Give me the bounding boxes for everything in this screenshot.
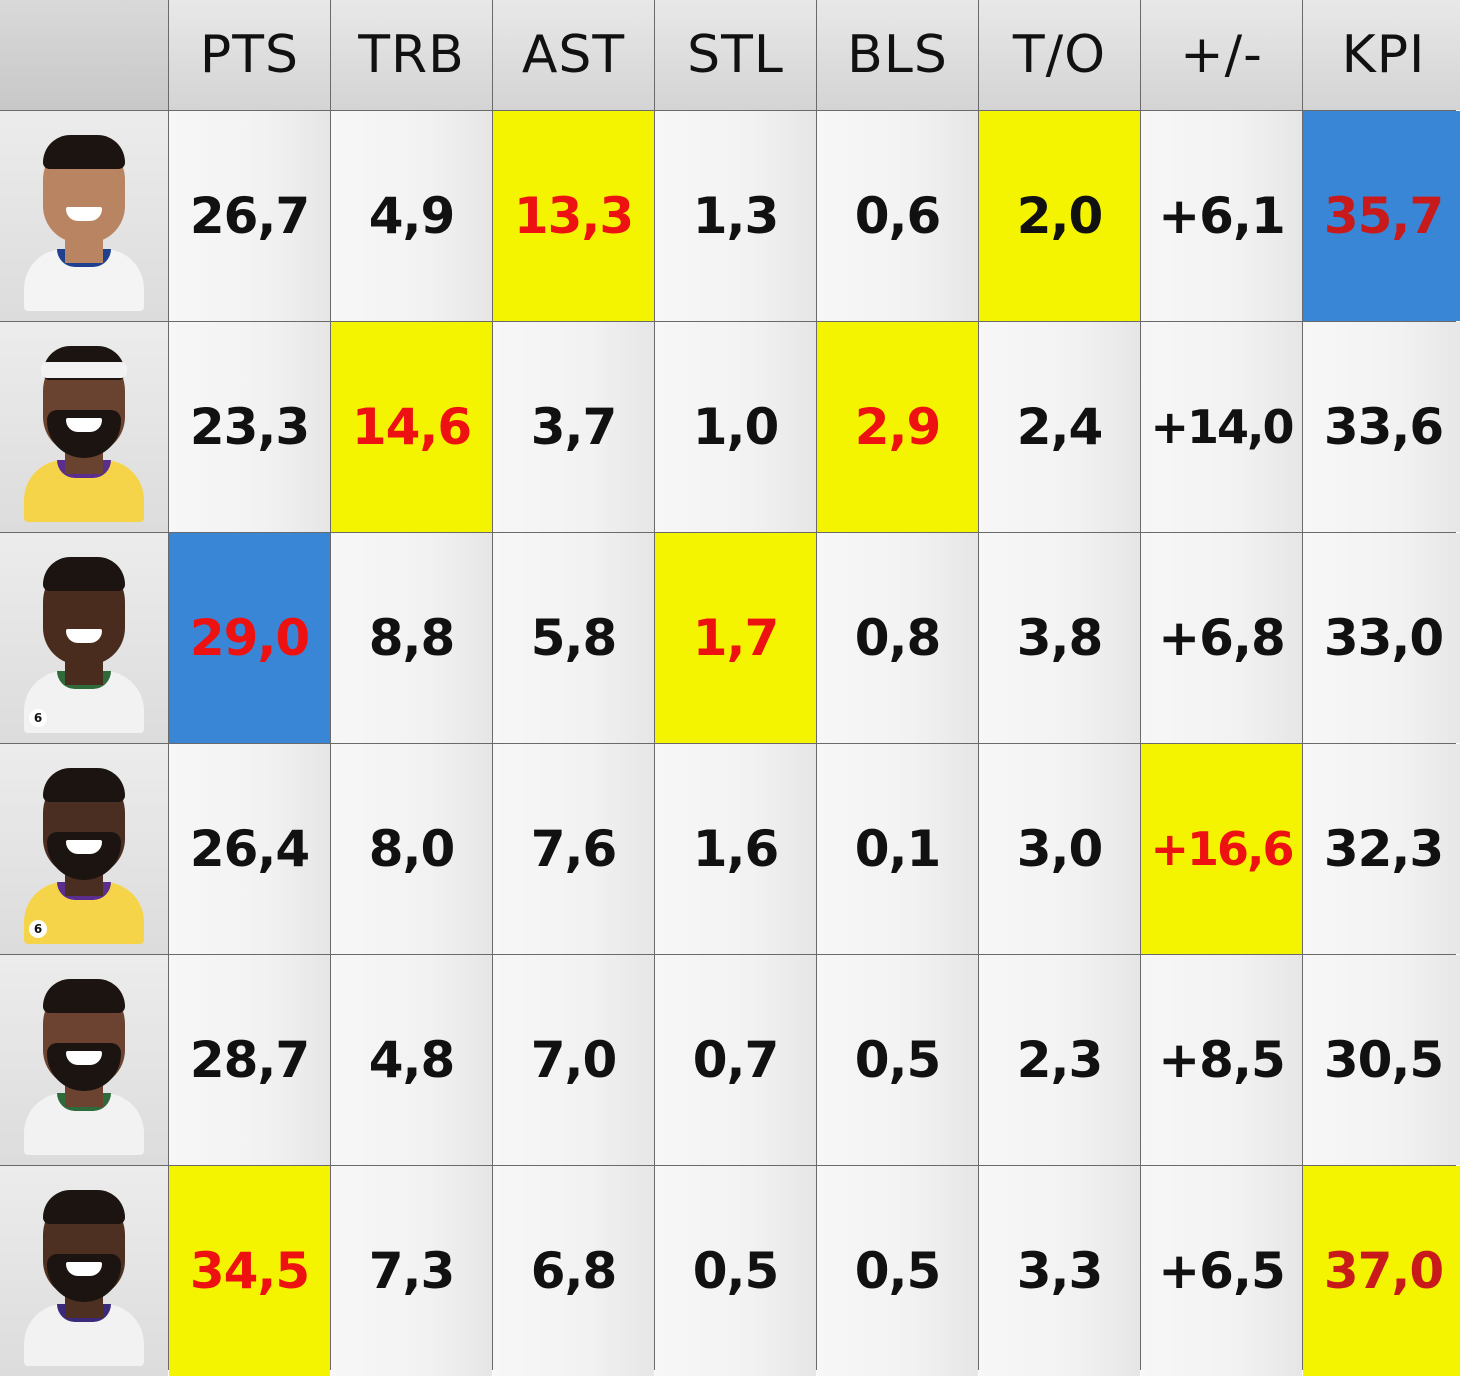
stat-value-kpi: 30,5 <box>1303 955 1460 1165</box>
player-photo-cell <box>0 111 168 321</box>
stat-value-pts: 26,4 <box>169 744 330 954</box>
smile <box>66 207 102 221</box>
stat-value-ast: 5,8 <box>493 533 654 743</box>
stat-value-pts: 34,5 <box>169 1166 330 1376</box>
stat-value-trb: 4,9 <box>331 111 492 321</box>
stat-value-ast: 13,3 <box>493 111 654 321</box>
stat-value-trb: 8,0 <box>331 744 492 954</box>
stat-value-: +16,6 <box>1141 744 1302 954</box>
jersey-number-badge: 6 <box>29 920 47 938</box>
stat-value-trb: 14,6 <box>331 322 492 532</box>
stat-value-to: 3,0 <box>979 744 1140 954</box>
stat-value-ast: 7,6 <box>493 744 654 954</box>
stat-value-stl: 1,3 <box>655 111 816 321</box>
smile <box>66 1051 102 1065</box>
stat-value-: +14,0 <box>1141 322 1302 532</box>
player-avatar <box>19 1176 149 1366</box>
hair <box>43 135 125 169</box>
stat-value-trb: 7,3 <box>331 1166 492 1376</box>
smile <box>66 840 102 854</box>
stat-value-stl: 1,0 <box>655 322 816 532</box>
stat-value-ast: 3,7 <box>493 322 654 532</box>
stat-value-bls: 0,6 <box>817 111 978 321</box>
hair <box>43 979 125 1013</box>
player-photo-cell <box>0 322 168 532</box>
column-header-pts: PTS <box>169 0 330 110</box>
player-photo-cell: 6 <box>0 744 168 954</box>
stat-value-to: 3,8 <box>979 533 1140 743</box>
stat-value-ast: 6,8 <box>493 1166 654 1376</box>
stat-value-stl: 0,7 <box>655 955 816 1165</box>
stat-value-kpi: 37,0 <box>1303 1166 1460 1376</box>
jersey-number-badge: 6 <box>29 709 47 727</box>
stat-value-pts: 29,0 <box>169 533 330 743</box>
column-header-kpi: KPI <box>1303 0 1460 110</box>
player-avatar: 6 <box>19 754 149 944</box>
stat-value-pts: 28,7 <box>169 955 330 1165</box>
stat-value-kpi: 32,3 <box>1303 744 1460 954</box>
stat-value-to: 3,3 <box>979 1166 1140 1376</box>
stat-value-kpi: 35,7 <box>1303 111 1460 321</box>
column-header-trb: TRB <box>331 0 492 110</box>
hair <box>43 1190 125 1224</box>
column-header-stl: STL <box>655 0 816 110</box>
player-avatar: 6 <box>19 543 149 733</box>
stat-value-to: 2,0 <box>979 111 1140 321</box>
hair <box>43 768 125 802</box>
stat-value-: +8,5 <box>1141 955 1302 1165</box>
stat-value-bls: 0,5 <box>817 955 978 1165</box>
player-photo-cell: 6 <box>0 533 168 743</box>
stat-value-stl: 1,6 <box>655 744 816 954</box>
stat-value-trb: 8,8 <box>331 533 492 743</box>
stat-value-trb: 4,8 <box>331 955 492 1165</box>
stat-value-: +6,8 <box>1141 533 1302 743</box>
stat-value-bls: 0,1 <box>817 744 978 954</box>
player-photo-cell <box>0 1166 168 1376</box>
stat-value-pts: 26,7 <box>169 111 330 321</box>
table-corner <box>0 0 168 110</box>
smile <box>66 629 102 643</box>
stat-value-pts: 23,3 <box>169 322 330 532</box>
column-header-plus-minus: +/- <box>1141 0 1302 110</box>
hair <box>43 557 125 591</box>
stat-value-to: 2,3 <box>979 955 1140 1165</box>
stat-value-to: 2,4 <box>979 322 1140 532</box>
stat-value-: +6,5 <box>1141 1166 1302 1376</box>
column-header-ast: AST <box>493 0 654 110</box>
stat-value-bls: 2,9 <box>817 322 978 532</box>
player-avatar <box>19 965 149 1155</box>
player-avatar <box>19 121 149 311</box>
column-header-turnovers: T/O <box>979 0 1140 110</box>
stat-value-stl: 0,5 <box>655 1166 816 1376</box>
player-avatar <box>19 332 149 522</box>
stat-value-bls: 0,8 <box>817 533 978 743</box>
stat-value-kpi: 33,6 <box>1303 322 1460 532</box>
stat-value-kpi: 33,0 <box>1303 533 1460 743</box>
smile <box>66 418 102 432</box>
column-header-bls: BLS <box>817 0 978 110</box>
smile <box>66 1262 102 1276</box>
stat-value-ast: 7,0 <box>493 955 654 1165</box>
stat-value-stl: 1,7 <box>655 533 816 743</box>
player-photo-cell <box>0 955 168 1165</box>
stat-value-: +6,1 <box>1141 111 1302 321</box>
headband <box>41 362 127 378</box>
stat-value-bls: 0,5 <box>817 1166 978 1376</box>
